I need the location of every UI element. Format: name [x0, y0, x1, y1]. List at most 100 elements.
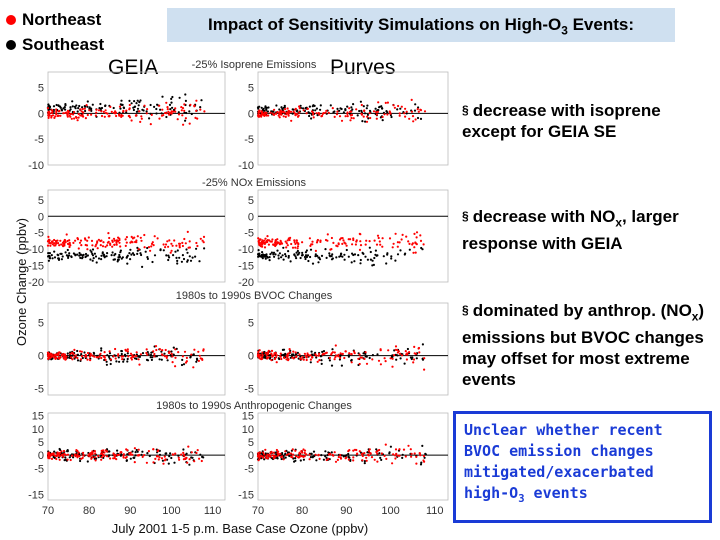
northeast-point: [115, 239, 118, 242]
northeast-point: [324, 238, 328, 242]
southeast-point: [128, 252, 131, 255]
conclusion-box: Unclear whether recent BVOC emission cha…: [453, 411, 712, 523]
southeast-point: [64, 251, 67, 254]
southeast-point: [419, 463, 423, 466]
northeast-point: [69, 352, 72, 355]
northeast-point: [398, 112, 401, 115]
northeast-point: [161, 108, 164, 111]
y-tick-label: -20: [28, 277, 44, 289]
northeast-point: [393, 106, 396, 109]
northeast-point: [291, 448, 294, 451]
northeast-point: [306, 352, 309, 355]
northeast-point: [317, 111, 320, 115]
northeast-point: [85, 104, 88, 107]
northeast-point: [74, 239, 77, 242]
northeast-point: [348, 107, 351, 110]
southeast-point: [380, 105, 383, 108]
northeast-point: [170, 242, 173, 245]
southeast-point: [414, 103, 417, 106]
southeast-point: [272, 253, 275, 256]
northeast-point: [96, 247, 99, 250]
northeast-point: [166, 106, 169, 109]
northeast-point: [380, 452, 383, 455]
southeast-point: [100, 254, 103, 257]
southeast-point: [167, 254, 170, 257]
northeast-point: [202, 349, 205, 352]
northeast-point: [377, 101, 380, 104]
southeast-point: [176, 262, 179, 265]
southeast-point: [264, 257, 267, 260]
southeast-point: [368, 356, 371, 360]
northeast-point: [398, 352, 402, 355]
northeast-point: [272, 243, 275, 246]
northeast-point: [257, 241, 260, 244]
x-tick-label: 70: [252, 505, 264, 517]
northeast-point: [412, 251, 415, 254]
northeast-point: [339, 352, 342, 355]
southeast-point: [272, 251, 276, 254]
northeast-point: [359, 244, 363, 247]
southeast-point: [102, 254, 105, 257]
northeast-point: [66, 458, 69, 461]
southeast-point: [281, 107, 284, 110]
southeast-point: [149, 103, 152, 107]
southeast-point: [172, 353, 175, 356]
northeast-point: [391, 357, 394, 360]
northeast-point: [401, 233, 404, 236]
northeast-point: [327, 457, 330, 460]
southeast-point: [276, 249, 279, 252]
southeast-point: [195, 360, 198, 363]
northeast-point: [405, 358, 408, 361]
northeast-point: [192, 366, 195, 369]
northeast-point: [156, 450, 159, 453]
southeast-point: [120, 99, 123, 102]
northeast-point: [384, 360, 387, 363]
y-tick-label: -5: [34, 134, 44, 146]
northeast-point: [173, 239, 176, 242]
southeast-point: [309, 456, 312, 459]
southeast-point: [359, 100, 362, 103]
northeast-point: [381, 115, 384, 119]
northeast-point: [284, 115, 287, 118]
northeast-point: [82, 115, 85, 118]
southeast-point: [324, 455, 327, 458]
southeast-point: [142, 109, 145, 112]
southeast-point: [120, 352, 123, 356]
northeast-point: [46, 354, 50, 357]
bullet-marker: §: [462, 303, 469, 317]
southeast-point: [128, 99, 131, 102]
northeast-point: [391, 246, 394, 249]
northeast-point: [277, 241, 280, 244]
southeast-point: [280, 256, 283, 259]
southeast-point: [284, 456, 287, 459]
northeast-point: [195, 241, 198, 245]
southeast-point: [324, 450, 327, 453]
southeast-point: [57, 257, 60, 260]
southeast-point: [201, 455, 204, 458]
northeast-point: [79, 358, 82, 361]
northeast-point: [119, 245, 122, 248]
northeast-point: [100, 449, 103, 452]
northeast-point: [394, 232, 397, 235]
southeast-point: [348, 456, 351, 459]
northeast-point: [391, 462, 394, 465]
y-tick-label: -15: [28, 490, 44, 502]
northeast-point: [49, 453, 52, 456]
legend-northeast: Northeast: [6, 10, 101, 30]
northeast-point: [317, 354, 320, 357]
northeast-point: [125, 109, 128, 112]
southeast-point: [198, 260, 201, 263]
southeast-point: [303, 255, 307, 259]
northeast-point: [395, 452, 398, 455]
northeast-point: [161, 349, 164, 352]
southeast-point: [119, 249, 122, 252]
southeast-point: [294, 457, 297, 460]
northeast-point: [418, 351, 421, 354]
northeast-point: [104, 109, 107, 112]
northeast-point: [117, 354, 120, 357]
northeast-point: [352, 459, 355, 462]
southeast-point: [178, 96, 181, 99]
southeast-point: [91, 248, 95, 251]
southeast-point: [170, 101, 173, 104]
southeast-point: [55, 103, 58, 107]
